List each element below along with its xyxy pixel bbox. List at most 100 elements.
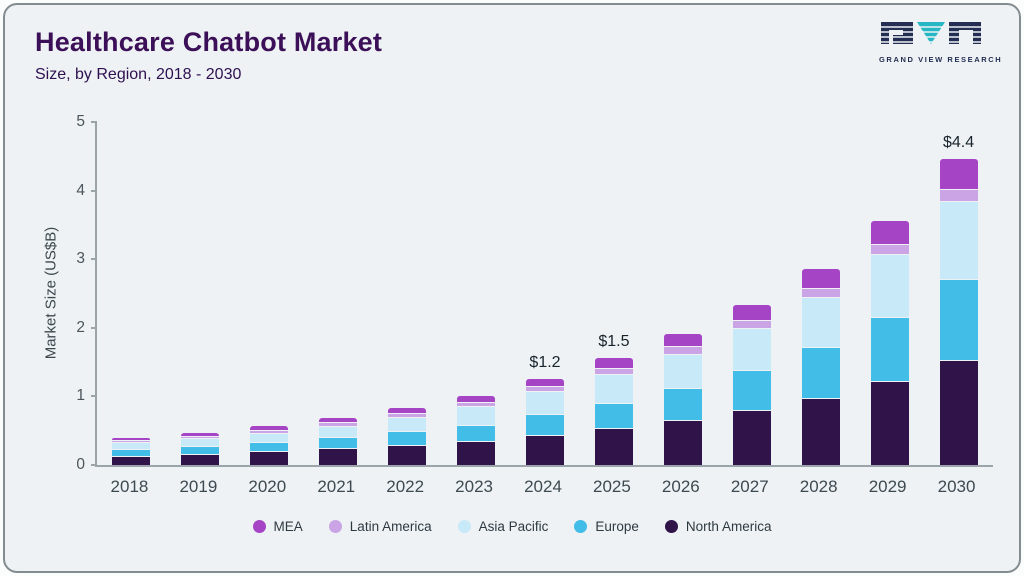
bar-segment-europe <box>112 450 151 456</box>
bar-segment-north-america <box>525 436 564 465</box>
bar-segment-mea <box>870 221 909 244</box>
bar-stack <box>457 395 496 465</box>
bar-segment-mea <box>801 269 840 288</box>
chart-header: Healthcare Chatbot Market Size, by Regio… <box>35 27 382 84</box>
bar-stack <box>250 426 289 465</box>
bar-segment-europe <box>181 446 220 454</box>
legend: MEA Latin America Asia Pacific Europe North … <box>5 519 1019 534</box>
chart-card: Healthcare Chatbot Market Size, by Regio… <box>3 3 1021 573</box>
y-axis-tick-mark <box>91 395 97 398</box>
bar-column: $4.4 <box>924 122 993 465</box>
legend-label: Latin America <box>349 519 432 534</box>
bar-segment-north-america <box>457 442 496 465</box>
bar-stack <box>181 432 220 465</box>
x-axis-tick: 2021 <box>317 477 356 496</box>
x-axis-tick: 2024 <box>524 477 562 496</box>
bar-segment-north-america <box>181 454 220 465</box>
legend-item: Europe <box>574 519 639 534</box>
grand-view-research-logo: GRAND VIEW RESEARCH <box>879 21 1003 64</box>
bar-segment-latin-america <box>457 403 496 407</box>
bar-segment-latin-america <box>801 288 840 297</box>
bar-column <box>304 122 373 465</box>
x-axis-tick: 2028 <box>799 477 838 496</box>
bar-column <box>373 122 442 465</box>
bar-segment-north-america <box>112 456 151 465</box>
bar-segment-asia-pacific <box>457 407 496 425</box>
bar-stack <box>732 305 771 465</box>
bar-segment-europe <box>663 389 702 421</box>
bar-value-annotation: $1.2 <box>529 353 561 371</box>
legend-dot-icon <box>252 520 266 533</box>
bar-stack <box>112 437 151 465</box>
bar-stack <box>939 159 978 465</box>
bar-segment-mea <box>663 334 702 347</box>
bar-segment-asia-pacific <box>939 202 978 280</box>
x-axis-tick: 2019 <box>179 477 218 496</box>
bar-stack <box>594 358 633 465</box>
bar-segment-latin-america <box>388 414 427 417</box>
legend-item: Latin America <box>328 519 432 534</box>
legend-label: Europe <box>595 519 639 534</box>
bar-segment-asia-pacific <box>870 255 909 317</box>
bar-stack <box>870 221 909 465</box>
bar-segment-asia-pacific <box>319 426 358 437</box>
y-axis-tick-mark <box>91 258 97 261</box>
bar-segment-mea <box>939 159 978 189</box>
bar-segment-north-america <box>250 452 289 465</box>
bar-segment-latin-america <box>663 347 702 354</box>
bar-column <box>442 122 511 465</box>
x-axis: 2018 2019 2020 2021 2022 2023 2024 2025 2026 2027… <box>95 477 991 497</box>
x-axis-tick: 2023 <box>455 477 493 496</box>
bar-column <box>97 122 166 465</box>
bar-segment-north-america <box>388 445 427 465</box>
y-axis-tick-mark <box>91 464 97 466</box>
legend-label: North America <box>685 519 772 534</box>
chart-subtitle: Size, by Region, 2018 - 2030 <box>35 66 242 83</box>
bar-segment-latin-america <box>939 189 978 202</box>
bar-segment-asia-pacific <box>594 375 633 403</box>
bar-segment-mea <box>732 305 771 320</box>
bar-column <box>855 122 924 465</box>
bar-segment-north-america <box>594 429 633 465</box>
bar-segment-north-america <box>801 398 840 465</box>
bar-segment-asia-pacific <box>250 433 289 442</box>
bar-segment-latin-america <box>732 320 771 328</box>
x-axis-tick: 2022 <box>386 477 425 496</box>
bar-segment-north-america <box>870 382 909 465</box>
x-axis-tick: 2026 <box>661 477 700 496</box>
bar-segment-mea <box>112 437 151 440</box>
x-axis-tick: 2029 <box>868 477 907 496</box>
bar-segment-north-america <box>939 360 978 465</box>
bar-segment-europe <box>457 425 496 442</box>
logo-mark-icon <box>881 22 981 44</box>
y-axis-tick: 1 <box>76 387 85 405</box>
bar-segment-latin-america <box>525 387 564 392</box>
bar-segment-mea <box>181 432 220 436</box>
bar-segment-europe <box>801 348 840 398</box>
bar-column: $1.2 <box>511 122 580 465</box>
bar-column <box>648 122 717 465</box>
y-axis-tick: 5 <box>76 113 85 130</box>
bar-segment-asia-pacific <box>801 297 840 348</box>
bar-segment-europe <box>319 437 358 449</box>
legend-dot-icon <box>328 520 342 533</box>
bar-segment-latin-america <box>181 436 220 438</box>
y-axis-tick: 0 <box>76 456 85 473</box>
bar-segment-latin-america <box>319 422 358 426</box>
bars-layer: $1.2 $1.5 $4.4 <box>97 122 993 465</box>
bar-column <box>786 122 855 465</box>
y-axis-tick: 4 <box>76 181 85 199</box>
x-axis-tick: 2030 <box>937 477 976 496</box>
bar-segment-europe <box>525 415 564 436</box>
bar-stack <box>388 408 427 465</box>
bar-segment-asia-pacific <box>388 417 427 431</box>
bar-segment-asia-pacific <box>663 354 702 389</box>
bar-segment-mea <box>319 417 358 422</box>
x-axis-tick: 2020 <box>248 477 287 496</box>
bar-stack <box>801 269 840 465</box>
bar-segment-latin-america <box>870 244 909 255</box>
logo-text: GRAND VIEW RESEARCH <box>879 55 1003 64</box>
bar-segment-europe <box>250 442 289 451</box>
legend-dot-icon <box>574 520 588 533</box>
bar-stack <box>319 417 358 465</box>
